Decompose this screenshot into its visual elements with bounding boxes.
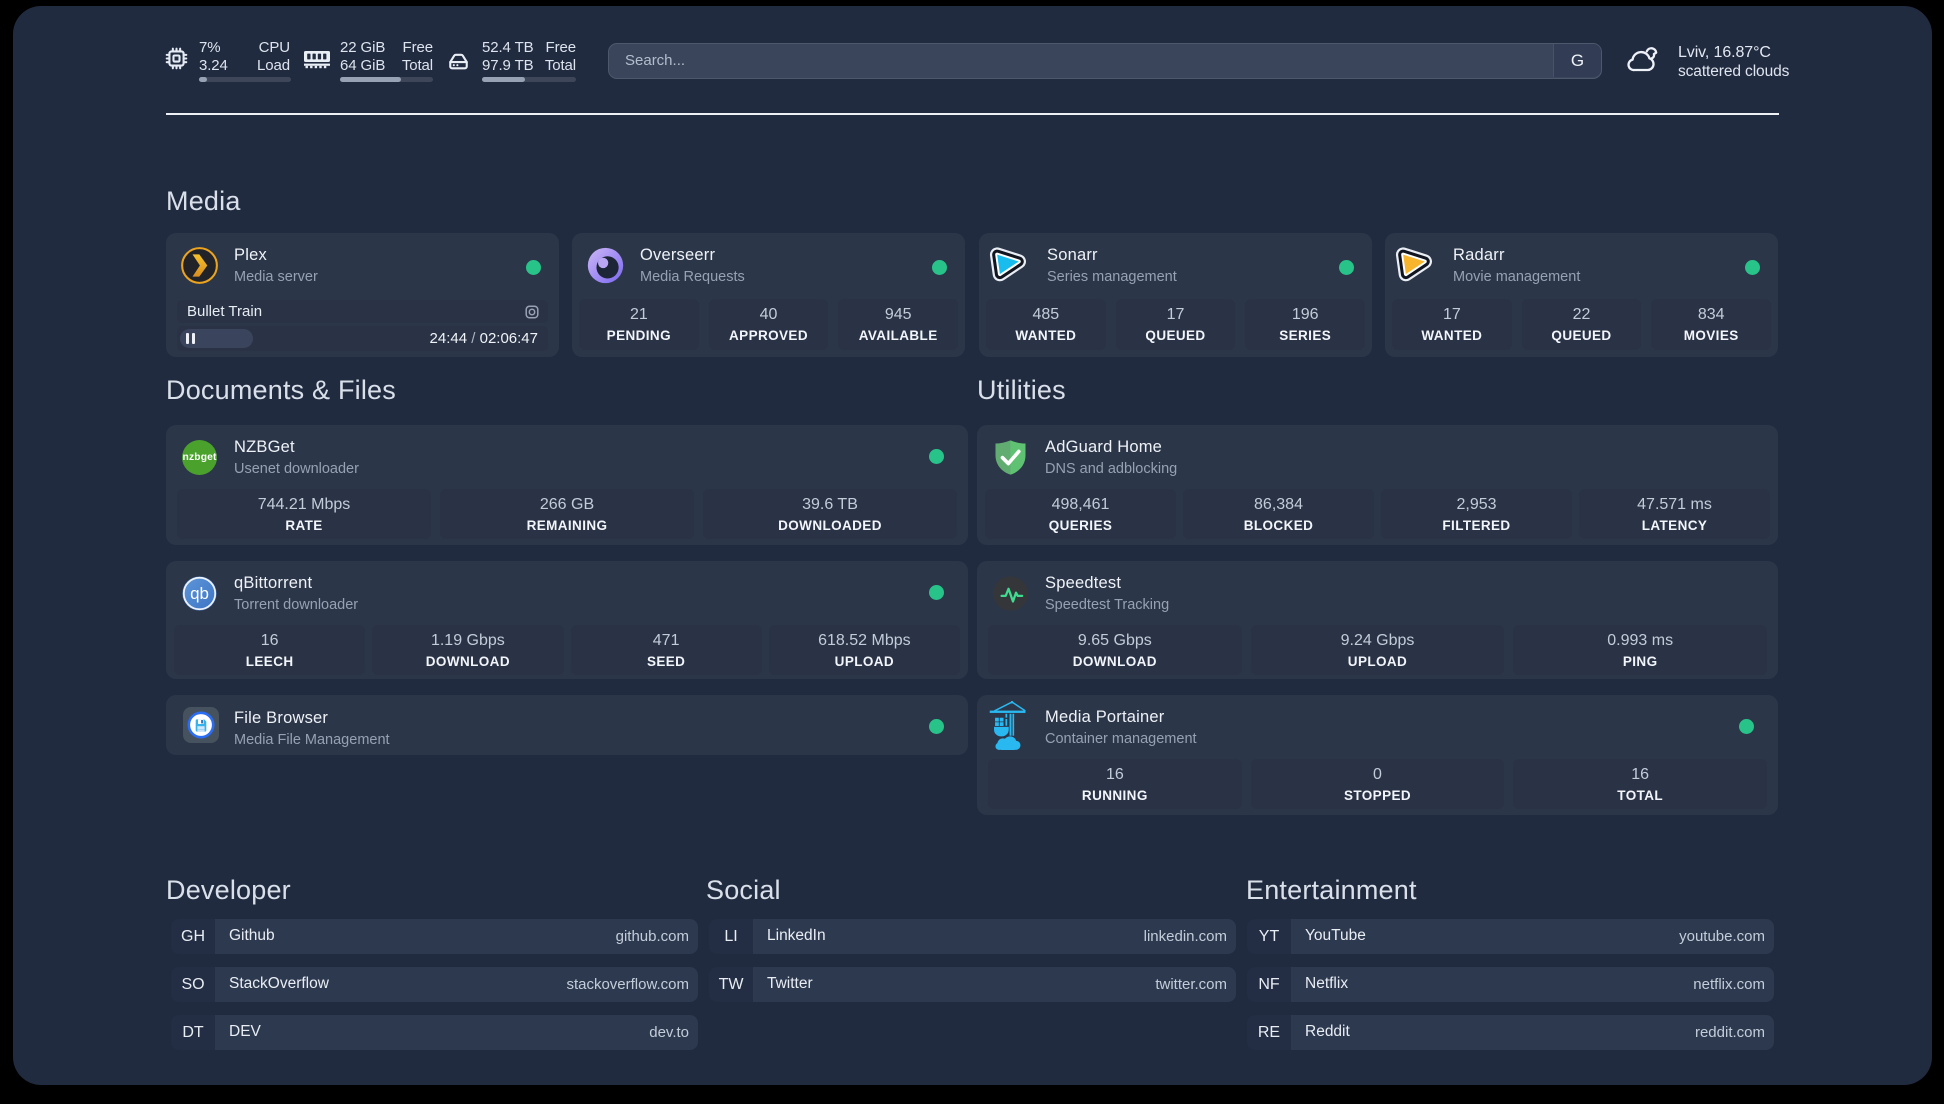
svg-text:qb: qb <box>190 584 209 603</box>
svg-text:nzbget: nzbget <box>183 452 217 463</box>
